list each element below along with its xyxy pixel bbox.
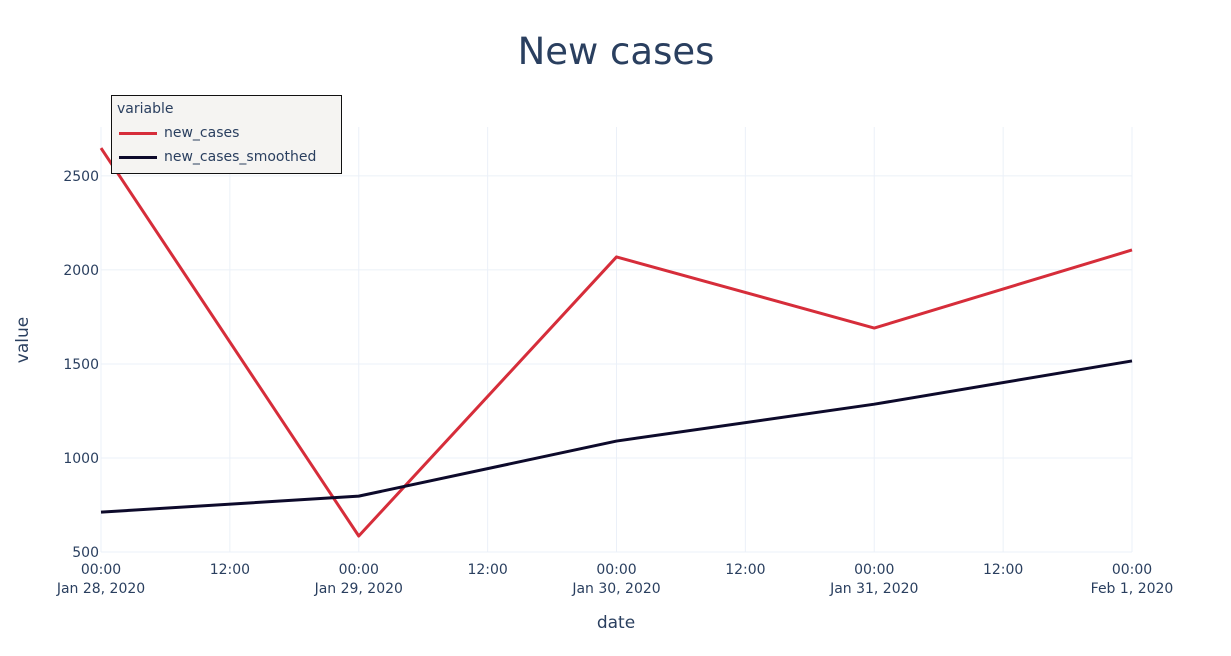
chart-title: New cases — [518, 30, 715, 73]
x-tick-label: 00:00 — [1112, 562, 1152, 578]
legend-label: new_cases — [164, 125, 240, 141]
x-tick-date: Jan 30, 2020 — [571, 581, 660, 597]
x-tick-label: 12:00 — [210, 562, 250, 578]
series-line-new-cases — [99, 147, 1133, 538]
legend-swatch — [119, 131, 157, 135]
x-tick-date: Jan 28, 2020 — [56, 581, 145, 597]
x-tick-label: 00:00 — [854, 562, 894, 578]
x-tick-label: 00:00 — [339, 562, 379, 578]
x-axis-label: date — [597, 613, 635, 633]
x-tick-label: 12:00 — [467, 562, 507, 578]
y-tick-label: 2500 — [63, 169, 99, 185]
y-tick-label: 1500 — [63, 357, 99, 373]
x-tick-date: Feb 1, 2020 — [1091, 581, 1174, 597]
x-tick-label: 00:00 — [596, 562, 636, 578]
legend-label: new_cases_smoothed — [164, 149, 317, 165]
legend-title: variable — [117, 101, 174, 117]
x-tick-label: 12:00 — [725, 562, 765, 578]
x-tick-date: Jan 31, 2020 — [829, 581, 918, 597]
legend-item-new-cases[interactable]: new_cases — [119, 125, 239, 141]
x-tick-label: 00:00 — [81, 562, 121, 578]
legend: variable new_cases new_cases_smoothed — [111, 95, 342, 174]
y-axis-label: value — [13, 317, 33, 363]
y-tick-label: 2000 — [63, 263, 99, 279]
series-line-new-cases-smoothed — [100, 359, 1133, 514]
y-tick-label: 1000 — [63, 451, 99, 467]
legend-item-new-cases-smoothed[interactable]: new_cases_smoothed — [119, 149, 316, 165]
x-tick-date: Jan 29, 2020 — [314, 581, 403, 597]
y-tick-label: 500 — [72, 545, 99, 561]
x-tick-label: 12:00 — [983, 562, 1023, 578]
legend-swatch — [119, 155, 157, 159]
